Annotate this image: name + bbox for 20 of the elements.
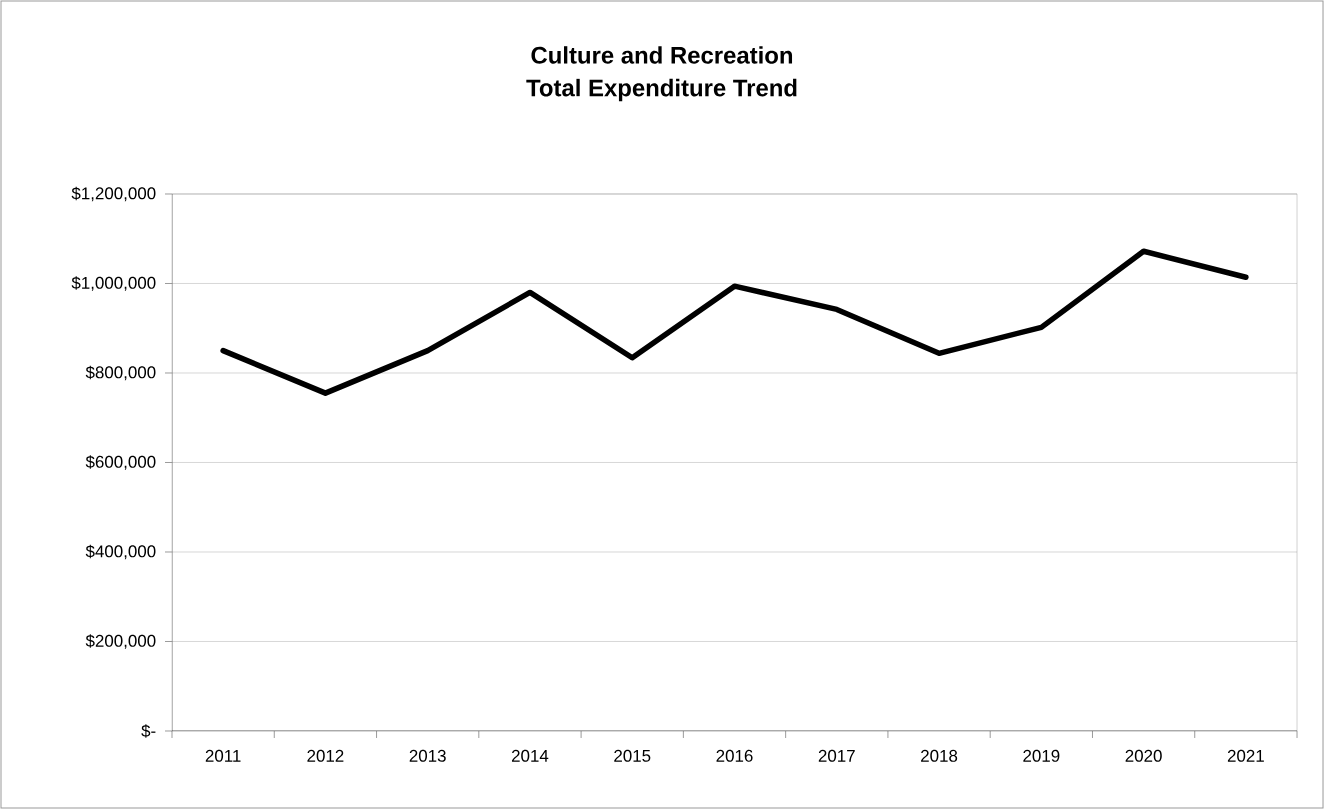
x-tick-label: 2015	[614, 749, 651, 762]
y-tick-label: $-	[141, 724, 156, 738]
x-tick-label: 2012	[307, 749, 344, 762]
y-tick-label: $400,000	[85, 544, 156, 560]
y-tick-label: $1,200,000	[71, 186, 156, 202]
x-tick-label: 2011	[205, 749, 241, 762]
y-tick-label: $600,000	[85, 455, 156, 470]
x-tick-label: 2014	[511, 749, 549, 762]
x-tick-label: 2018	[921, 749, 958, 762]
x-tick-label: 2020	[1125, 749, 1162, 762]
chart-subtitle: Total Expenditure Trend	[526, 78, 797, 102]
x-tick-label: 2013	[409, 749, 446, 762]
chart-title: Culture and Recreation	[531, 46, 793, 64]
x-tick-label: 2016	[716, 749, 753, 762]
y-tick-label: $200,000	[85, 634, 156, 649]
x-tick-label: 2021	[1227, 749, 1264, 762]
x-tick-label: 2019	[1023, 749, 1060, 762]
x-tick-label: 2017	[818, 749, 855, 762]
y-tick-label: $1,000,000	[71, 276, 156, 291]
y-tick-label: $800,000	[85, 365, 156, 381]
